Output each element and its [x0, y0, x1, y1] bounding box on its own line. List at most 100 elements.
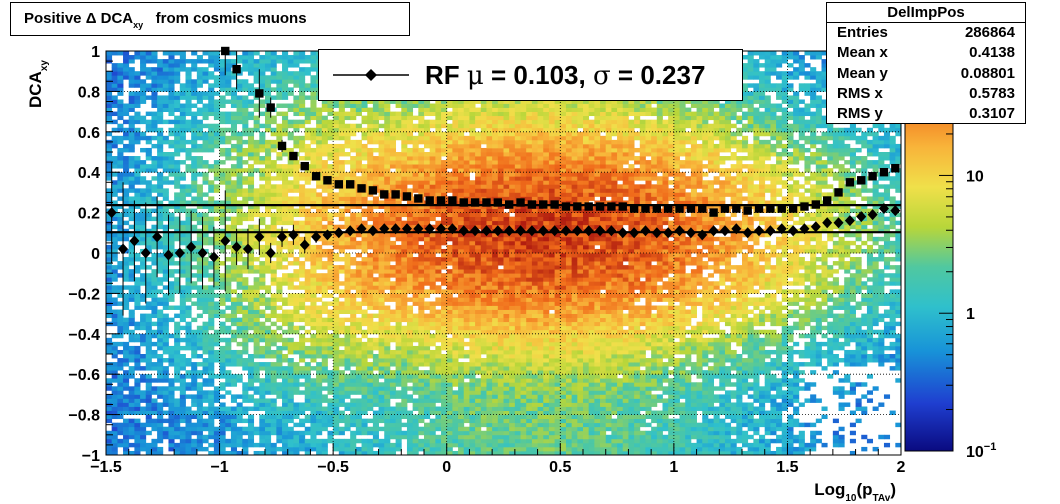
heatmap-cell [134, 446, 141, 452]
heatmap-cell [293, 200, 300, 205]
heatmap-cell [452, 390, 459, 395]
heatmap-cell [367, 337, 374, 343]
heatmap-cell [162, 236, 169, 242]
heatmap-cell [202, 333, 209, 339]
heatmap-cell [225, 382, 232, 387]
heatmap-cell [372, 265, 379, 270]
heatmap-cell [236, 228, 243, 234]
heatmap-cell [355, 244, 362, 250]
heatmap-cell [247, 333, 255, 339]
heatmap-cell [162, 204, 169, 209]
heatmap-cell [208, 75, 215, 80]
heatmap-cell [134, 75, 141, 80]
heatmap-cell [162, 277, 169, 282]
heatmap-cell [157, 63, 164, 68]
heatmap-cell [259, 55, 266, 60]
heatmap-cell [157, 216, 164, 222]
heatmap-cell [344, 196, 351, 201]
heatmap-cell [265, 333, 272, 339]
heatmap-cell [270, 253, 277, 258]
heatmap-cell [174, 180, 181, 185]
heatmap-cell [441, 329, 448, 335]
heatmap-cell [395, 345, 402, 351]
heatmap-cell [282, 402, 289, 407]
heatmap-cell [111, 143, 118, 149]
heatmap-cell [168, 422, 175, 428]
heatmap-cell [344, 176, 351, 181]
heatmap-cell [321, 305, 328, 310]
heatmap-cell [270, 362, 277, 367]
heatmap-cell [208, 220, 215, 226]
heatmap-cell [196, 293, 203, 298]
heatmap-cell [174, 430, 181, 436]
heatmap-cell [389, 446, 397, 452]
heatmap-cell [333, 341, 340, 347]
heatmap-cell [134, 285, 141, 290]
heatmap-cell [395, 172, 402, 177]
heatmap-cell [106, 305, 113, 310]
heatmap-cell [344, 208, 351, 213]
heatmap-cell [338, 349, 345, 355]
heatmap-cell [412, 358, 419, 363]
heatmap-cell [310, 277, 317, 282]
heatmap-cell [247, 337, 255, 343]
heatmap-cell [157, 131, 164, 137]
heatmap-cell [412, 172, 419, 177]
heatmap-cell [321, 337, 328, 343]
heatmap-cell [157, 394, 164, 399]
heatmap-cell [418, 398, 425, 403]
heatmap-cell [208, 55, 215, 60]
heatmap-cell [327, 273, 334, 278]
heatmap-cell [162, 305, 169, 310]
heatmap-cell [384, 212, 391, 218]
heatmap-cell [418, 426, 425, 432]
heatmap-cell [265, 434, 272, 440]
heatmap-cell [310, 305, 317, 310]
heatmap-cell [145, 329, 152, 335]
heatmap-cell [424, 277, 431, 282]
heatmap-cell [191, 366, 198, 371]
heatmap-cell [299, 224, 306, 230]
heatmap-cell [225, 374, 232, 379]
heatmap-cell [384, 285, 391, 290]
heatmap-cell [117, 188, 124, 193]
heatmap-cell [412, 135, 419, 141]
heatmap-cell [389, 216, 397, 222]
heatmap-cell [191, 91, 198, 96]
heatmap-cell [191, 285, 198, 290]
heatmap-cell [276, 305, 283, 310]
heatmap-cell [282, 422, 289, 428]
heatmap-cell [350, 317, 357, 323]
heatmap-cell [179, 450, 186, 455]
heatmap-cell [355, 345, 362, 351]
heatmap-cell [117, 293, 124, 298]
heatmap-cell [401, 362, 408, 367]
heatmap-cell [333, 204, 340, 209]
heatmap-cell [378, 402, 385, 407]
heatmap-cell [134, 378, 141, 383]
heatmap-cell [145, 244, 152, 250]
heatmap-cell [435, 406, 442, 411]
heatmap-cell [242, 289, 249, 294]
heatmap-cell [140, 333, 147, 339]
heatmap-cell [259, 261, 266, 266]
heatmap-cell [338, 188, 345, 193]
heatmap-cell [123, 176, 130, 181]
heatmap-cell [350, 321, 357, 327]
heatmap-cell [310, 410, 317, 415]
heatmap-cell [145, 418, 152, 424]
heatmap-cell [316, 305, 323, 310]
heatmap-cell [174, 354, 181, 359]
heatmap-cell [316, 127, 323, 133]
heatmap-cell [259, 337, 266, 343]
heatmap-cell [429, 430, 436, 436]
heatmap-cell [145, 345, 152, 351]
heatmap-cell [202, 410, 209, 415]
heatmap-cell [367, 265, 374, 270]
heatmap-cell [299, 147, 306, 153]
heatmap-cell [117, 160, 124, 165]
heatmap-cell [418, 152, 425, 157]
heatmap-cell [344, 253, 351, 258]
heatmap-cell [213, 426, 220, 432]
heatmap-cell [350, 216, 357, 222]
